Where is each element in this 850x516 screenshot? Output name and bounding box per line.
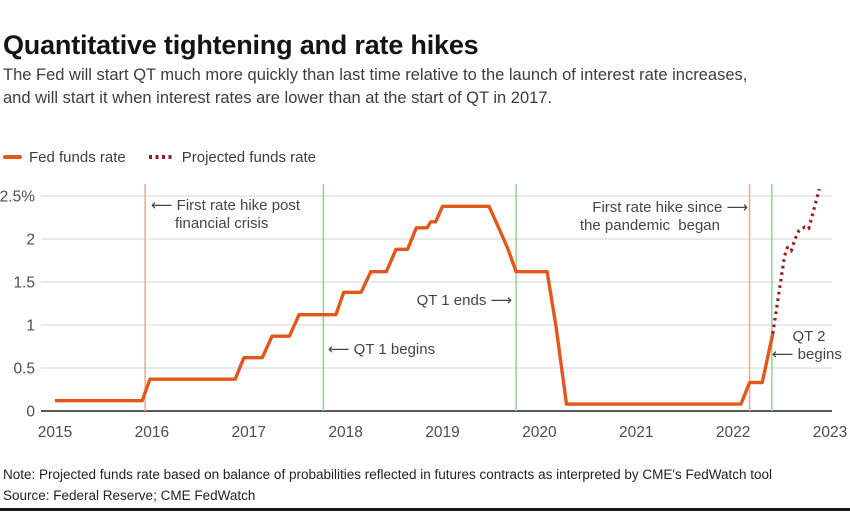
annotation-first-rate-hike-2022: First rate hike since ⟶ the pandemic beg… (545, 199, 748, 234)
y-tick-label: 0.5 (13, 361, 35, 378)
x-tick-label: 2020 (522, 424, 557, 441)
fed-funds-rate-series (55, 204, 775, 406)
annotation-line: QT 2 (792, 328, 826, 345)
x-tick-label: 2016 (135, 424, 169, 441)
y-tick-label: 1 (26, 318, 35, 335)
annotation-line: ⟵ QT 1 begins (328, 341, 436, 358)
fed-funds-line-swatch (3, 155, 22, 159)
annotation-line: First rate hike since ⟶ (592, 199, 748, 216)
projected-funds-rate-series (771, 188, 821, 334)
annotation-line: ⟵ begins (772, 345, 842, 363)
annotation-line: the pandemic began (579, 216, 720, 234)
annotation-qt1-begins: ⟵ QT 1 begins (328, 341, 435, 359)
fed-funds-chart: 0 0.5 1 1.5 2 2.5% 2015 2016 2017 2018 2019 2020 202… (0, 184, 847, 441)
x-tick-label: 2018 (328, 424, 362, 441)
y-tick-label: 1.5 (13, 275, 35, 292)
x-tick-label: 2023 (813, 424, 847, 441)
bottom-rule (0, 508, 850, 511)
x-tick-label: 2019 (425, 424, 459, 441)
y-tick-label: 0 (26, 404, 35, 421)
y-tick-label: 2 (26, 232, 35, 249)
annotation-qt1-ends: QT 1 ends ⟶ (400, 292, 512, 310)
annotation-first-rate-hike-2015: ⟵ First rate hike post financial crisis (151, 197, 300, 232)
annotation-qt2-begins: QT 2 ⟵ begins (772, 328, 846, 363)
y-tick-label: 2.5% (0, 189, 35, 206)
annotation-line: ⟵ First rate hike post (151, 197, 301, 214)
projected-line-swatch (148, 155, 175, 159)
page-title: Quantitative tightening and rate hikes (3, 30, 479, 61)
subtitle-line-2: and will start it when interest rates ar… (3, 89, 553, 107)
legend-label-projected: Projected funds rate (181, 148, 316, 166)
annotation-line: financial crisis (175, 214, 269, 232)
x-tick-label: 2015 (38, 424, 72, 441)
subtitle-line-1: The Fed will start QT much more quickly … (3, 66, 748, 84)
annotation-line: QT 1 ends ⟶ (416, 292, 512, 309)
footnote: Note: Projected funds rate based on bala… (3, 467, 772, 482)
x-tick-label: 2021 (619, 424, 653, 441)
chart-legend: Fed funds rate Projected funds rate (3, 147, 316, 167)
legend-label-fed-funds: Fed funds rate (29, 148, 126, 166)
x-tick-label: 2022 (716, 424, 750, 441)
x-tick-label: 2017 (232, 424, 266, 441)
chart-subtitle: The Fed will start QT much more quickly … (3, 64, 833, 110)
source-line: Source: Federal Reserve; CME FedWatch (3, 488, 256, 503)
